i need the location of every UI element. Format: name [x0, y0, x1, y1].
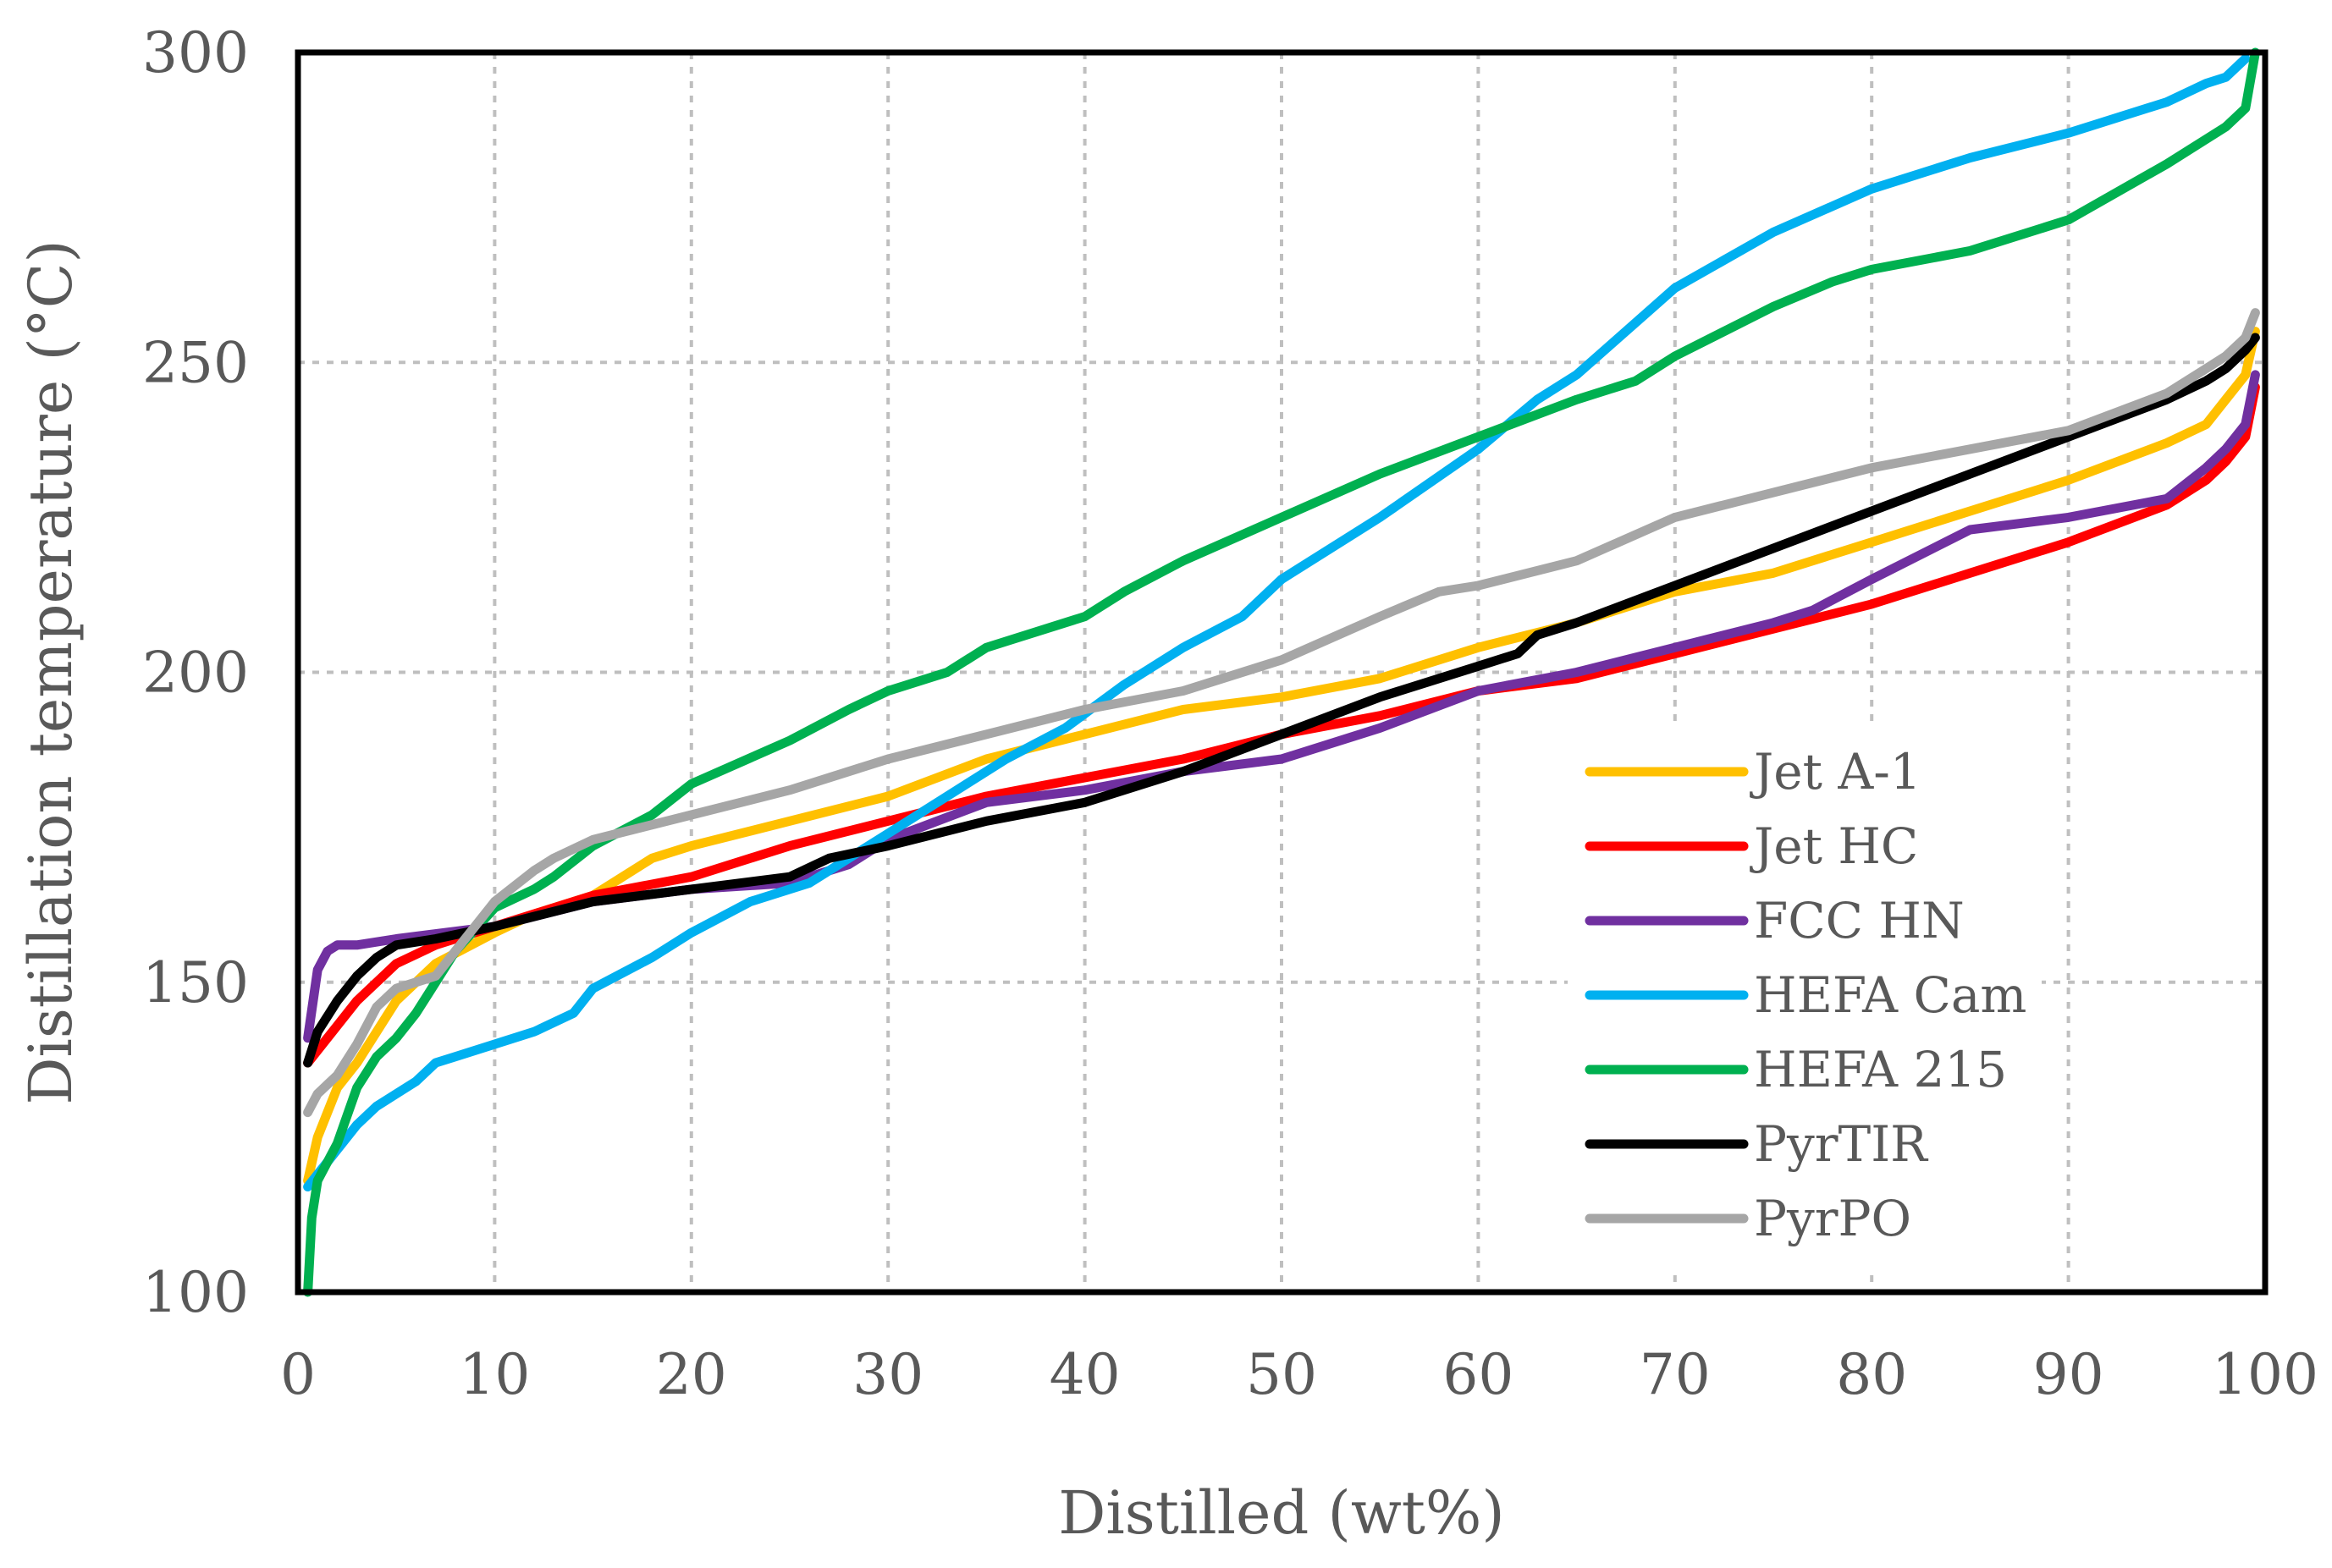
- x-tick-label: 30: [852, 1342, 923, 1407]
- plot-frame: [295, 49, 2269, 1296]
- y-tick-label: 250: [142, 330, 249, 395]
- series-line-fcc-hn: [303, 370, 2260, 1043]
- legend-label-hefa-215: HEFA 215: [1754, 1041, 2007, 1098]
- legend-label-pyrtir: PyrTIR: [1754, 1115, 1929, 1173]
- y-tick-label: 100: [142, 1260, 249, 1325]
- series-line-pyrpo: [303, 308, 2260, 1118]
- series-line-pyrtir: [303, 333, 2260, 1068]
- y-axis-title: Distillation temperature (°C): [16, 239, 85, 1104]
- legend-label-fcc-hn: FCC HN: [1754, 892, 1965, 949]
- x-tick-label: 20: [656, 1342, 727, 1407]
- x-axis-title: Distilled (wt%): [1058, 1478, 1504, 1548]
- grid: [298, 52, 2265, 1292]
- x-tick-label: 90: [2033, 1342, 2104, 1407]
- x-tick-label: 50: [1246, 1342, 1317, 1407]
- legend-label-jet-a-1: Jet A-1: [1750, 743, 1921, 801]
- series-line-hefa-cam: [303, 53, 2251, 1191]
- y-tick-label: 200: [142, 641, 249, 706]
- legend-label-jet-hc: Jet HC: [1750, 817, 1918, 875]
- x-tick-label: 70: [1640, 1342, 1711, 1407]
- x-tick-label: 10: [459, 1342, 530, 1407]
- series-line-hefa-215: [303, 47, 2260, 1297]
- series-line-jet-hc: [303, 382, 2260, 1068]
- legend-label-pyrpo: PyrPO: [1754, 1190, 1911, 1247]
- x-tick-label: 100: [2212, 1342, 2318, 1407]
- legend-label-hefa-cam: HEFA Cam: [1754, 966, 2026, 1024]
- legend: Jet A-1 Jet HC FCC HN HEFA Cam HEFA 215 PyrTI…: [1568, 724, 2042, 1274]
- x-tick-label: 0: [280, 1342, 316, 1407]
- x-tick-label: 40: [1050, 1342, 1121, 1407]
- x-tick-labels: 0 10 20 30 40 50 60 70 80 90 100: [280, 1342, 2318, 1407]
- y-tick-labels: 100 150 200 250 300: [142, 20, 249, 1325]
- series-lines: [303, 47, 2260, 1297]
- y-tick-label: 300: [142, 20, 249, 85]
- series-line-jet-a-1: [303, 327, 2260, 1186]
- y-tick-label: 150: [142, 950, 249, 1015]
- x-tick-label: 60: [1442, 1342, 1513, 1407]
- x-tick-label: 80: [1836, 1342, 1907, 1407]
